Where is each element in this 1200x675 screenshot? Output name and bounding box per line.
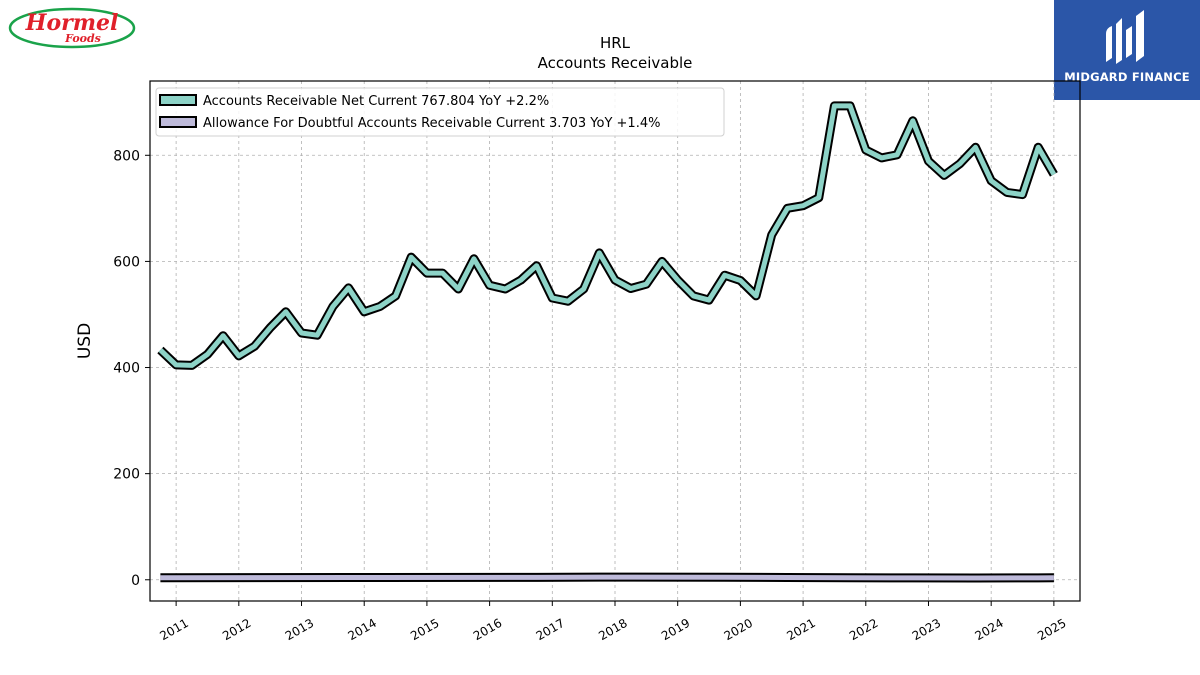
series-line-0 [158,103,1057,368]
y-tick-label: 200 [113,467,140,483]
legend-label-1: Allowance For Doubtful Accounts Receivab… [203,116,660,131]
x-tick-label: 2013 [283,616,316,643]
legend-box [155,87,725,137]
x-tick-label: 2021 [784,616,817,643]
x-tick-label: 2017 [534,616,567,643]
hormel-logo: Hormel Foods [8,6,136,50]
series-layer [157,101,1058,583]
x-tick-label: 2018 [596,616,629,643]
x-tick-label: 2022 [847,616,880,643]
y-tick-label: 0 [131,573,140,589]
midgard-emblem-icon [1106,10,1144,64]
axes: 0 200 400 600 800 2011 2012 2013 2014 2015 2016 201… [113,148,1068,643]
y-tick-label: 600 [113,254,140,270]
series-line-1 [160,574,1054,581]
x-tick-label: 2019 [659,616,692,643]
grid [150,81,1080,601]
x-tick-label: 2011 [157,616,190,643]
logo-subword: Foods [65,32,101,45]
x-tick-label: 2020 [722,616,755,643]
chart-subtitle: Accounts Receivable [538,54,693,72]
legend-swatch-0 [159,94,197,106]
legend: Accounts Receivable Net Current 767.804 … [155,87,725,137]
x-tick-label: 2025 [1035,616,1068,643]
x-tick-label: 2016 [471,616,504,643]
logo-wordmark: Hormel [25,10,119,36]
y-tick-label: 400 [113,361,140,377]
x-tick-label: 2024 [972,616,1005,643]
x-tick-label: 2023 [910,616,943,643]
legend-label-0: Accounts Receivable Net Current 767.804 … [203,94,549,109]
y-axis-label: USD [75,323,95,359]
x-tick-label: 2015 [408,616,441,643]
chart-title: HRL [600,34,631,52]
logo-ring [8,7,136,49]
x-tick-label: 2014 [345,616,378,643]
y-tick-label: 800 [113,148,140,164]
midgard-finance-watermark: MIDGARD FINANCE [1054,0,1200,100]
watermark-text: MIDGARD FINANCE [1064,70,1190,84]
x-tick-label: 2012 [220,616,253,643]
legend-swatch-1 [159,116,197,128]
